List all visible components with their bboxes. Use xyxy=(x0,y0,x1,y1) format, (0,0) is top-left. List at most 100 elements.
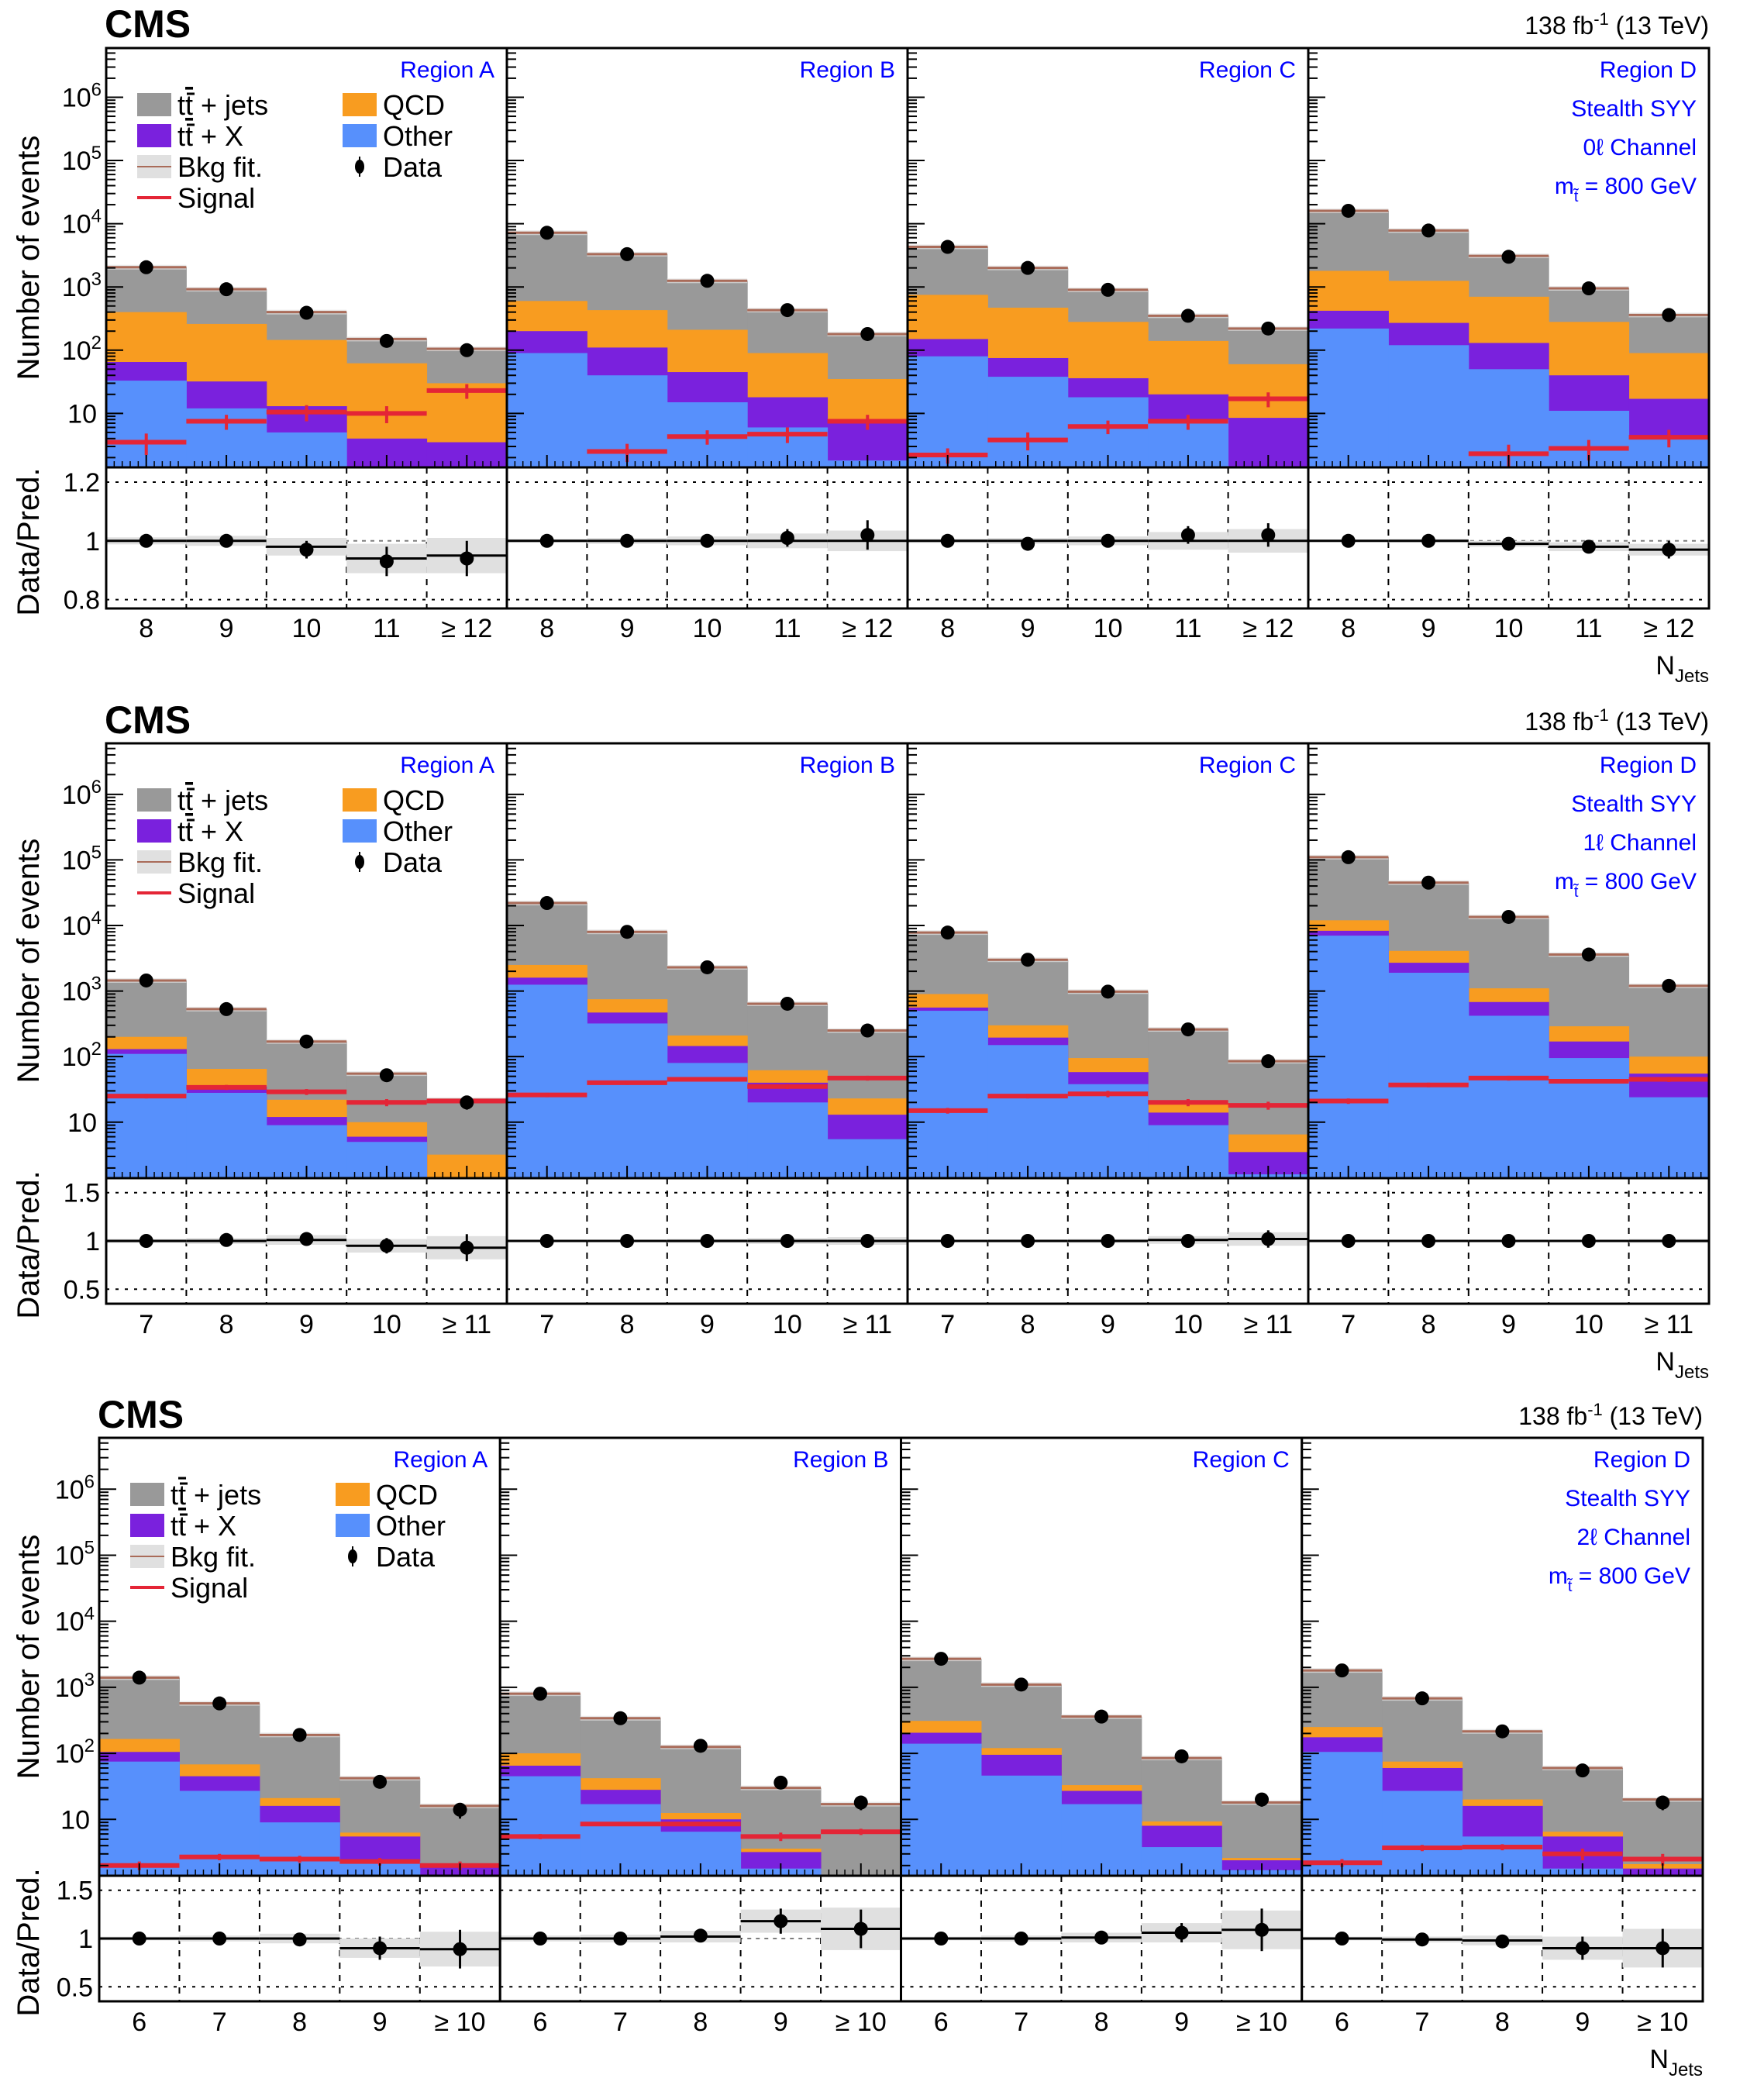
y-tick-label: 102 xyxy=(62,333,102,366)
x-tick-label: 9 xyxy=(373,2008,388,2037)
data-point xyxy=(620,925,635,939)
stack-bar-other xyxy=(1628,1097,1710,1178)
stack-bar-other xyxy=(179,1790,260,1876)
data-point xyxy=(1501,250,1516,264)
data-point xyxy=(613,1711,628,1725)
data-point xyxy=(1261,1054,1276,1069)
region-label: Region A xyxy=(400,753,494,778)
ratio-point xyxy=(1180,1234,1195,1248)
legend-label: tt + X xyxy=(171,1510,236,1542)
panel-region-d: 6 7 8 9 ≥ 10 Region D Stealth SYY 2ℓ Channel mt̃… xyxy=(1301,1436,1704,2037)
legend: tt + jets QCD tt + X Other Bkg fit. Data Signa… xyxy=(137,784,453,909)
ratio-axis-title: Data/Pred. xyxy=(12,1170,46,1318)
legend-item-signal: Signal xyxy=(137,182,255,214)
x-tick-label: 8 xyxy=(539,614,554,643)
data-point xyxy=(460,343,474,357)
ratio-point xyxy=(1575,1941,1590,1956)
region-label: Region C xyxy=(1193,1447,1290,1473)
stack-bar-other xyxy=(500,1776,581,1876)
legend-label: Bkg fit. xyxy=(177,151,263,183)
data-point xyxy=(132,1670,146,1685)
x-tick-label: 9 xyxy=(299,1310,314,1339)
data-point xyxy=(1495,1724,1510,1739)
ratio-point xyxy=(299,543,314,557)
data-point xyxy=(1261,321,1276,336)
y-axis-title: Number of events xyxy=(12,136,46,381)
data-point xyxy=(453,1802,467,1817)
x-tick-label: ≥ 11 xyxy=(843,1310,892,1339)
ratio-point xyxy=(1655,1941,1670,1956)
stack-bar-other xyxy=(1067,1084,1149,1178)
x-tick-label: 8 xyxy=(1495,2008,1510,2037)
x-tick-label: 9 xyxy=(1021,614,1035,643)
data-point xyxy=(219,282,234,297)
ratio-point xyxy=(139,1234,153,1248)
x-tick-label: ≥ 12 xyxy=(1643,614,1694,643)
x-axis-title: NJets xyxy=(1655,651,1709,687)
legend-swatch-qcd xyxy=(336,1483,370,1506)
ratio-point xyxy=(940,1234,955,1248)
ratio-axis-title: Data/Pred. xyxy=(12,1868,46,2016)
x-tick-label: ≥ 12 xyxy=(441,614,492,643)
x-tick-label: 8 xyxy=(1021,1310,1035,1339)
data-point xyxy=(1414,1691,1429,1706)
y-tick-label: 105 xyxy=(62,143,102,176)
data-point xyxy=(780,996,794,1011)
panel-region-a: 8 9 10 11 ≥ 12 Region A xyxy=(105,47,508,643)
ratio-tick-label: 1 xyxy=(85,527,100,557)
ratio-point xyxy=(460,1240,474,1255)
legend-label: Data xyxy=(376,1541,436,1573)
legend: tt + jets QCD tt + X Other Bkg fit. Data Signa… xyxy=(130,1479,446,1604)
legend-label: Bkg fit. xyxy=(177,846,263,878)
panel-region-b: 6 7 8 9 ≥ 10 Region B xyxy=(498,1436,902,2037)
x-tick-label: 7 xyxy=(212,2008,227,2037)
ratio-point xyxy=(373,1941,388,1956)
ratio-point xyxy=(539,1234,554,1248)
x-tick-label: 10 xyxy=(1173,1310,1203,1339)
ratio-point xyxy=(1421,1234,1436,1248)
x-tick-label: 11 xyxy=(373,614,400,643)
data-point xyxy=(539,896,554,911)
x-tick-label: 7 xyxy=(1014,2008,1028,2037)
ratio-point xyxy=(1180,528,1195,543)
data-point xyxy=(1180,308,1195,323)
stack-bar-other xyxy=(667,1063,748,1178)
legend-label: Other xyxy=(376,1510,446,1542)
ratio-point xyxy=(132,1932,146,1946)
data-point xyxy=(379,333,394,348)
y-tick-label: 104 xyxy=(55,1604,95,1637)
y-tick-label: 102 xyxy=(55,1735,95,1769)
stack-bar-other xyxy=(1468,1015,1549,1178)
region-label: Region D xyxy=(1600,57,1697,83)
ratio-point xyxy=(1021,1234,1035,1248)
y-tick-label: 103 xyxy=(55,1670,95,1703)
x-tick-label: 11 xyxy=(773,614,801,643)
x-tick-label: 6 xyxy=(934,2008,949,2037)
legend-item-ttx: tt + X xyxy=(130,1510,236,1542)
legend-label: Data xyxy=(383,151,443,183)
data-point xyxy=(1662,308,1676,322)
data-point xyxy=(139,973,153,987)
legend-swatch-ttx xyxy=(130,1514,164,1537)
ratio-point xyxy=(780,1234,794,1248)
data-point xyxy=(539,226,554,240)
x-tick-label: 10 xyxy=(1094,614,1123,643)
ratio-point xyxy=(219,1232,234,1247)
legend-label: tt + jets xyxy=(171,1479,261,1511)
legend-label: Other xyxy=(383,815,453,847)
x-tick-label: ≥ 10 xyxy=(435,2008,486,2037)
panel-region-c: 7 8 9 10 ≥ 11 Region C xyxy=(906,742,1310,1339)
y-tick-label: 106 xyxy=(62,79,102,112)
stack-bar-other xyxy=(1308,328,1389,467)
panel-region-c: 6 7 8 9 ≥ 10 Region C xyxy=(900,1436,1304,2037)
legend-label: QCD xyxy=(376,1479,438,1511)
ratio-point xyxy=(773,1914,788,1928)
y-tick-label: 104 xyxy=(62,908,102,941)
row-2: CMS 138 fb-1 (13 TeV) Number of events Data… xyxy=(12,1393,1704,2080)
x-tick-label: ≥ 12 xyxy=(1242,614,1294,643)
ratio-point xyxy=(780,531,794,545)
stack-bar-other xyxy=(908,1011,988,1178)
legend: tt + jets QCD tt + X Other Bkg fit. Data Signa… xyxy=(137,89,453,214)
data-point xyxy=(292,1728,307,1742)
